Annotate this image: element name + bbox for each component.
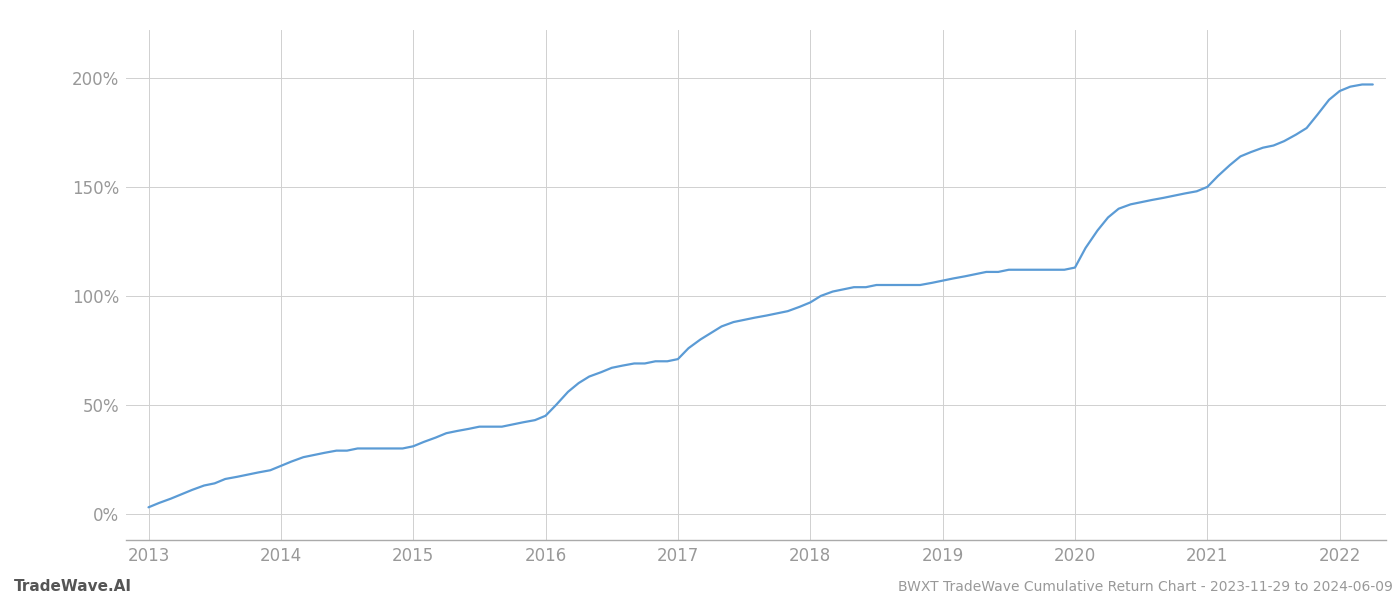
Text: BWXT TradeWave Cumulative Return Chart - 2023-11-29 to 2024-06-09: BWXT TradeWave Cumulative Return Chart -…	[899, 580, 1393, 594]
Text: TradeWave.AI: TradeWave.AI	[14, 579, 132, 594]
